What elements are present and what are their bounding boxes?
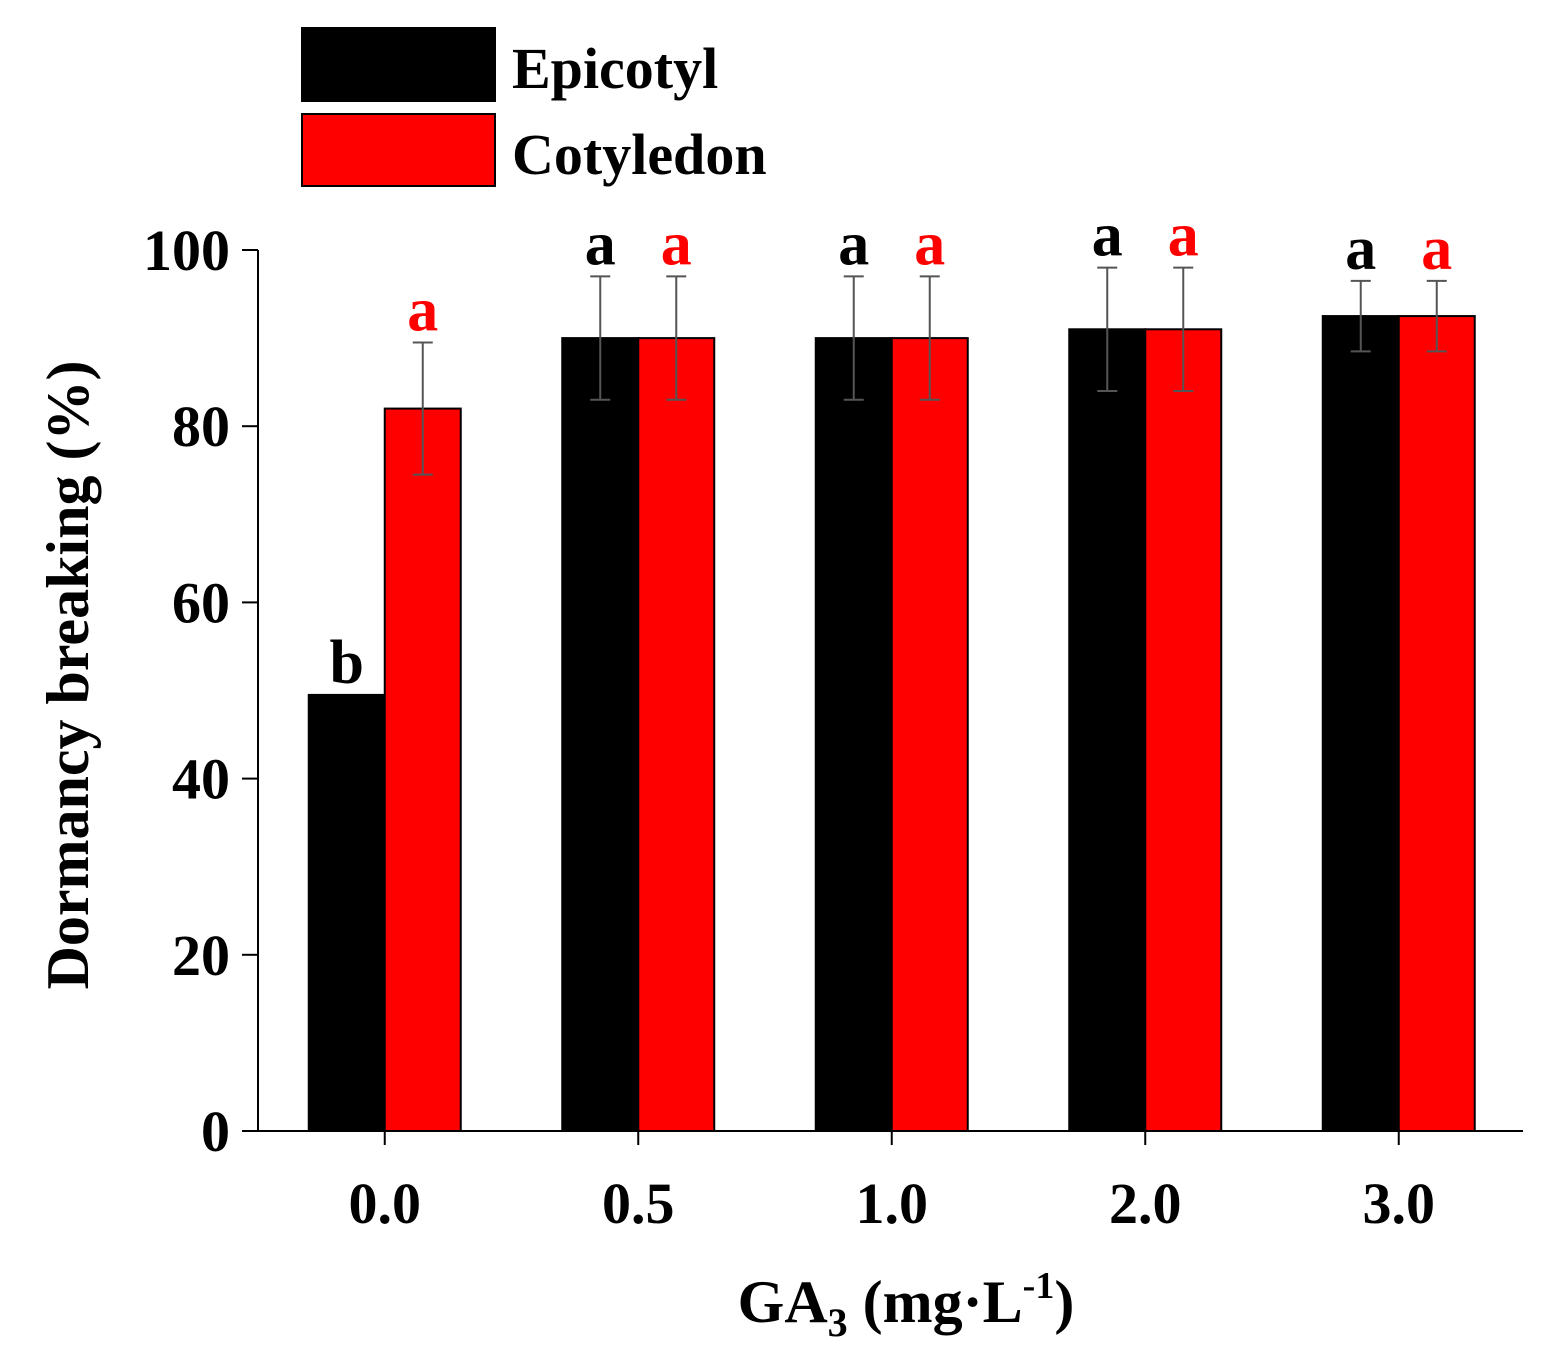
- x-axis-title-units: (mg·L: [848, 1269, 1023, 1335]
- bar-epicotyl-0.0: [307, 693, 386, 1133]
- significance-letter-epicotyl-3.0: a: [1345, 215, 1376, 283]
- legend: Epicotyl Cotyledon: [301, 27, 767, 187]
- y-tick-label: 40: [172, 747, 230, 812]
- y-tick-label: 20: [172, 923, 230, 988]
- x-tick-label: 3.0: [1363, 1171, 1436, 1236]
- y-tick-label: 0: [201, 1099, 230, 1164]
- x-tick-label: 0.0: [349, 1171, 422, 1236]
- bar-cotyledon-2.0: [1144, 328, 1223, 1133]
- x-axis-title-close: ): [1054, 1269, 1074, 1335]
- y-tick-label: 60: [172, 570, 230, 635]
- legend-swatch-cotyledon: [301, 113, 496, 187]
- significance-letter-cotyledon-2.0: a: [1168, 202, 1199, 270]
- significance-letter-epicotyl-0.0: b: [330, 629, 364, 697]
- legend-swatch-epicotyl: [301, 27, 496, 102]
- significance-letter-cotyledon-0.0: a: [407, 277, 438, 345]
- x-axis-title-main: GA: [738, 1269, 828, 1335]
- bar-cotyledon-1.0: [890, 337, 969, 1133]
- bar-epicotyl-0.5: [561, 337, 640, 1133]
- bar-epicotyl-3.0: [1321, 315, 1400, 1132]
- bar-epicotyl-2.0: [1068, 328, 1147, 1133]
- x-tick-label: 1.0: [856, 1171, 929, 1236]
- x-axis-title-subscript: 3: [828, 1300, 848, 1345]
- y-tick-label: 100: [143, 218, 230, 283]
- significance-letter-epicotyl-1.0: a: [838, 210, 869, 278]
- significance-letter-epicotyl-2.0: a: [1092, 202, 1123, 270]
- legend-label-cotyledon: Cotyledon: [512, 122, 767, 187]
- bar-cotyledon-0.5: [637, 337, 716, 1133]
- x-tick-label: 2.0: [1109, 1171, 1182, 1236]
- bar-cotyledon-0.0: [383, 407, 462, 1132]
- x-tick-label: 0.5: [602, 1171, 675, 1236]
- significance-letter-cotyledon-3.0: a: [1421, 215, 1452, 283]
- significance-letter-cotyledon-1.0: a: [914, 210, 945, 278]
- legend-label-epicotyl: Epicotyl: [512, 36, 718, 101]
- y-axis-title: Dormancy breaking (%): [35, 361, 101, 990]
- bar-epicotyl-1.0: [814, 337, 893, 1133]
- x-axis-title: GA3 (mg·L-1): [738, 1265, 1075, 1345]
- significance-letter-cotyledon-0.5: a: [661, 210, 692, 278]
- y-tick-label: 80: [172, 394, 230, 459]
- bar-cotyledon-3.0: [1397, 315, 1476, 1132]
- significance-letter-epicotyl-0.5: a: [585, 210, 616, 278]
- x-axis-title-superscript: -1: [1023, 1265, 1055, 1307]
